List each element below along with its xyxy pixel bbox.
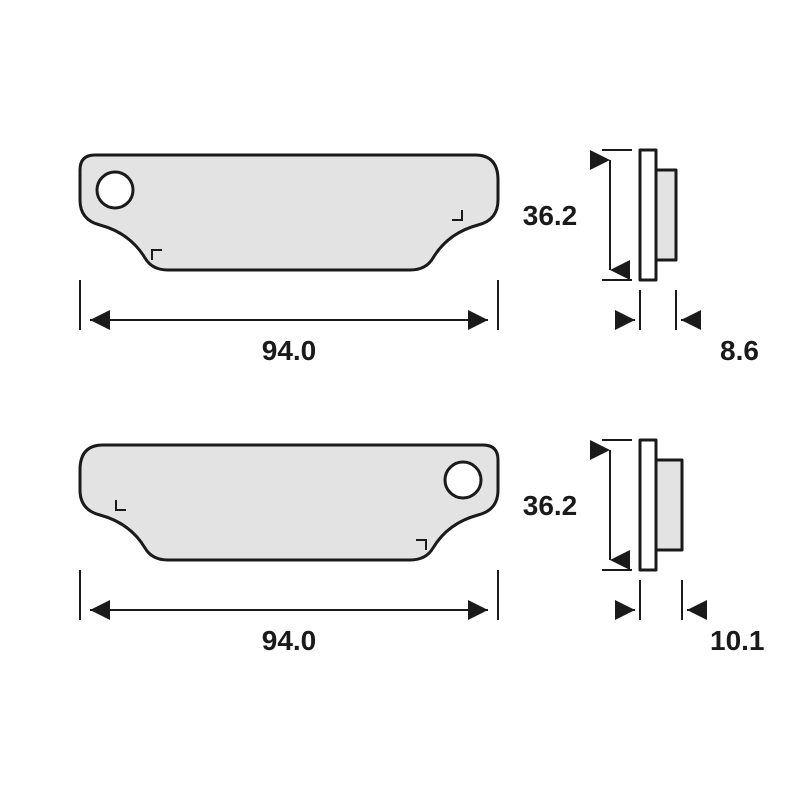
pad-top-side [640,150,676,280]
dim-top-width: 94.0 [80,280,498,366]
pad-top-face [80,155,498,270]
dim-bottom-thickness-label: 10.1 [710,625,765,656]
dim-top-height-label: 36.2 [523,200,578,231]
dim-bottom-height: 36.2 [523,440,632,570]
dim-bottom-height-label: 36.2 [523,490,578,521]
dim-top-height: 36.2 [523,150,632,280]
pad-bottom-side [640,440,682,570]
dim-top-width-label: 94.0 [262,335,317,366]
dim-bottom-thickness: 10.1 [620,580,765,656]
dim-bottom-width: 94.0 [80,570,498,656]
pad-bottom-face [80,445,498,560]
dim-top-thickness-label: 8.6 [720,335,759,366]
brake-pad-dimension-diagram: 94.0 36.2 8.6 94.0 [0,0,800,800]
dim-bottom-width-label: 94.0 [262,625,317,656]
dim-top-thickness: 8.6 [620,290,759,366]
